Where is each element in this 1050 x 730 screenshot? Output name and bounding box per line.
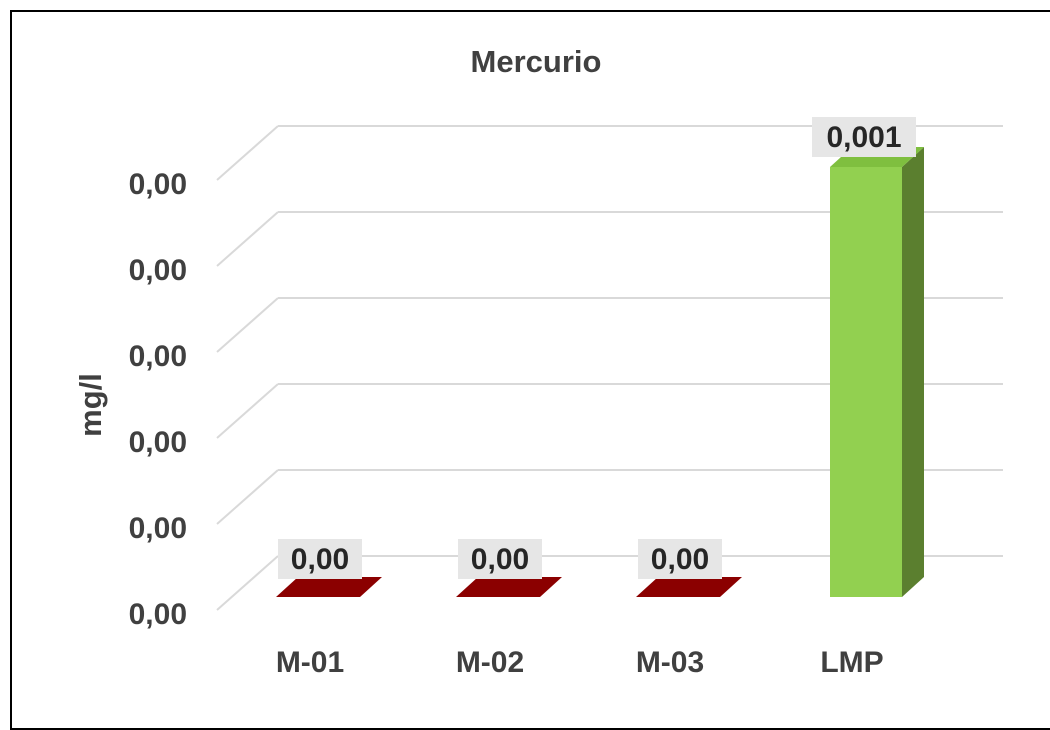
- chart-svg: 0,000,000,000,000,000,00 0,00 0,00 0,000,0…: [0, 0, 1050, 702]
- gridline-depth: [217, 126, 278, 180]
- chart-title: Mercurio: [471, 44, 602, 79]
- y-tick-label: 0,00: [129, 340, 187, 373]
- data-label: 0,001: [826, 121, 901, 154]
- data-label: 0,00: [651, 543, 709, 576]
- bar: [636, 577, 742, 597]
- category-label: M-01: [276, 646, 344, 679]
- y-axis-label: mg/l: [73, 373, 108, 437]
- bar: [456, 577, 562, 597]
- data-label: 0,00: [471, 543, 529, 576]
- category-label: LMP: [820, 646, 883, 679]
- category-labels: M-01 M-02 M-03 LMP: [276, 646, 884, 679]
- bar: [276, 577, 382, 597]
- bar-side: [902, 147, 924, 597]
- data-labels: 0,00 0,00 0,00 0,001: [278, 117, 916, 579]
- gridline-depth: [217, 556, 278, 610]
- y-tick-label: 0,00: [129, 168, 187, 201]
- category-label: M-03: [636, 646, 704, 679]
- gridline-depth: [217, 384, 278, 438]
- category-label: M-02: [456, 646, 524, 679]
- y-tick-label: 0,00: [129, 598, 187, 631]
- bar: [830, 167, 902, 597]
- y-tick-label: 0,00: [129, 254, 187, 287]
- y-tick-label: 0,00: [129, 512, 187, 545]
- gridline-depth: [217, 470, 278, 524]
- y-tick-label: 0,00: [129, 426, 187, 459]
- bar-layer: [276, 147, 924, 597]
- data-label: 0,00: [291, 543, 349, 576]
- gridline-depth: [217, 212, 278, 266]
- y-tick-labels: 0,00 0,00 0,00 0,00 0,00 0,00: [129, 168, 187, 631]
- gridline-depth: [217, 298, 278, 352]
